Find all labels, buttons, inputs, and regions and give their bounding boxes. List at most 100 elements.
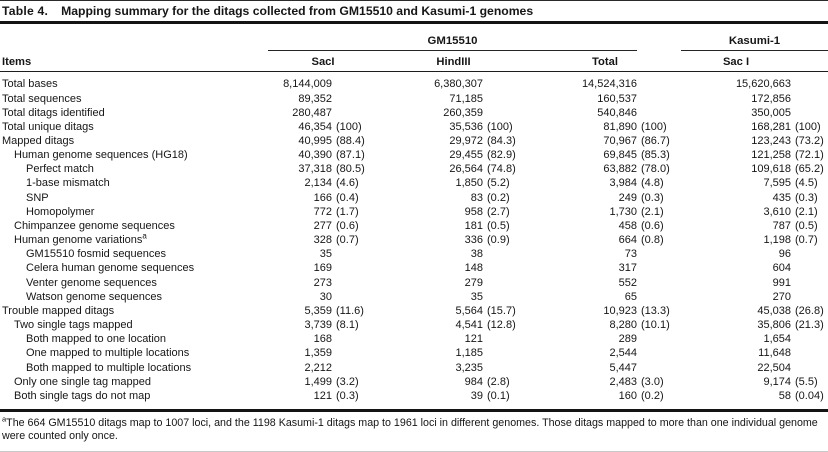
percent-cell (332, 361, 378, 375)
items-column-header: Items (2, 55, 32, 68)
row-label: Both single tags do not map (0, 389, 268, 403)
percent-cell (332, 290, 378, 304)
row-label: Venter genome sequences (0, 276, 268, 290)
percent-cell: (100) (795, 120, 821, 133)
row-label-text: Perfect match (26, 163, 94, 176)
percent-cell (637, 361, 681, 375)
row-label-text: Total unique ditags (2, 120, 94, 133)
row-label-text: Human genome variations (14, 234, 143, 247)
table-row: One mapped to multiple locations 1,359 1,1… (0, 346, 828, 360)
row-label-text: Two single tags mapped (14, 319, 133, 332)
percent-cell: (80.5) (336, 163, 365, 176)
value-cell: 148 (464, 262, 483, 275)
row-label-text: Venter genome sequences (26, 276, 157, 289)
percent-cell (483, 92, 529, 106)
title-rule (0, 21, 828, 24)
value-cell: 2,134 (304, 177, 332, 190)
table-row: Two single tags mapped 3,739 (8.1) 4,541 (12… (0, 318, 828, 332)
value-cell: 39 (470, 389, 483, 402)
row-label: Both mapped to one location (0, 332, 268, 346)
percent-cell (637, 346, 681, 360)
footnote-marker: a (142, 231, 147, 241)
value-cell: 40,390 (298, 149, 332, 162)
percent-cell: (100) (641, 120, 667, 133)
percent-cell (483, 290, 529, 304)
table-row: Total unique ditags 46,354 (100) 35,536 (100… (0, 120, 828, 134)
value-cell: 30 (319, 290, 332, 303)
value-cell: 35,536 (449, 120, 483, 133)
percent-cell (483, 261, 529, 275)
percent-cell: (3.0) (641, 375, 664, 388)
percent-cell (637, 261, 681, 275)
column-header-hindiii: HindIII (436, 55, 471, 68)
percent-cell: (0.6) (641, 219, 664, 232)
row-label-text: Trouble mapped ditags (2, 304, 115, 317)
percent-cell (483, 106, 529, 120)
table-row: SNP 166 (0.4) 83 (0.2) 249 (0.3) 435 (0.3) (0, 191, 828, 205)
percent-cell (483, 361, 529, 375)
value-cell: 249 (618, 191, 637, 204)
value-cell: 63,882 (603, 163, 637, 176)
value-cell: 45,038 (757, 304, 791, 317)
percent-cell (637, 92, 681, 106)
value-cell: 289 (618, 333, 637, 346)
value-cell: 65 (624, 290, 637, 303)
column-group-header: GM15510 Kasumi-1 (0, 26, 828, 51)
table-row: Celera human genome sequences 169 148 317 60… (0, 261, 828, 275)
value-cell: 328 (313, 234, 332, 247)
value-cell: 1,499 (304, 375, 332, 388)
table-row: Mapped ditags 40,995 (88.4) 29,972 (84.3) 70,… (0, 134, 828, 148)
value-cell: 3,984 (609, 177, 637, 190)
value-cell: 121 (464, 333, 483, 346)
percent-cell (332, 92, 378, 106)
row-label-text: Only one single tag mapped (14, 375, 151, 388)
value-cell: 787 (772, 219, 791, 232)
value-cell: 5,447 (609, 361, 637, 374)
value-cell: 260,359 (443, 106, 483, 119)
percent-cell (637, 290, 681, 304)
percent-cell (791, 106, 828, 120)
percent-cell: (10.1) (641, 319, 670, 332)
percent-cell: (0.4) (336, 191, 359, 204)
value-cell: 10,923 (603, 304, 637, 317)
percent-cell: (3.2) (336, 375, 359, 388)
percent-cell: (74.8) (487, 163, 516, 176)
table-row: Venter genome sequences 273 279 552 991 (0, 276, 828, 290)
percent-cell: (4.6) (336, 177, 359, 190)
percent-cell: (4.8) (641, 177, 664, 190)
value-cell: 81,890 (603, 120, 637, 133)
row-label: Trouble mapped ditags (0, 304, 268, 318)
row-label-text: 1-base mismatch (26, 177, 110, 190)
header-rule (0, 70, 828, 73)
value-cell: 4,541 (455, 319, 483, 332)
row-label: One mapped to multiple locations (0, 346, 268, 360)
value-cell: 772 (313, 205, 332, 218)
percent-cell (332, 261, 378, 275)
group-label: Kasumi-1 (728, 34, 781, 47)
percent-cell: (0.5) (487, 219, 510, 232)
percent-cell (791, 247, 828, 261)
percent-cell: (4.5) (795, 177, 818, 190)
column-header-total: Total (592, 55, 618, 68)
percent-cell (483, 77, 529, 91)
row-label-text: Total ditags identified (2, 106, 105, 119)
percent-cell: (84.3) (487, 135, 516, 148)
percent-cell: (0.1) (487, 389, 510, 402)
row-label: Total ditags identified (0, 106, 268, 120)
value-cell: 664 (618, 234, 637, 247)
percent-cell: (86.7) (641, 135, 670, 148)
value-cell: 160,537 (597, 92, 637, 105)
footnote-marker: a (2, 414, 7, 424)
table-row: Only one single tag mapped 1,499 (3.2) 984 (… (0, 375, 828, 389)
percent-cell: (0.5) (795, 219, 818, 232)
value-cell: 89,352 (298, 92, 332, 105)
value-cell: 172,856 (751, 92, 791, 105)
value-cell: 9,174 (763, 375, 791, 388)
row-label: Mapped ditags (0, 134, 268, 148)
value-cell: 3,610 (763, 205, 791, 218)
percent-cell (483, 346, 529, 360)
value-cell: 35 (470, 290, 483, 303)
percent-cell (483, 247, 529, 261)
value-cell: 38 (470, 248, 483, 261)
percent-cell: (15.7) (487, 304, 516, 317)
